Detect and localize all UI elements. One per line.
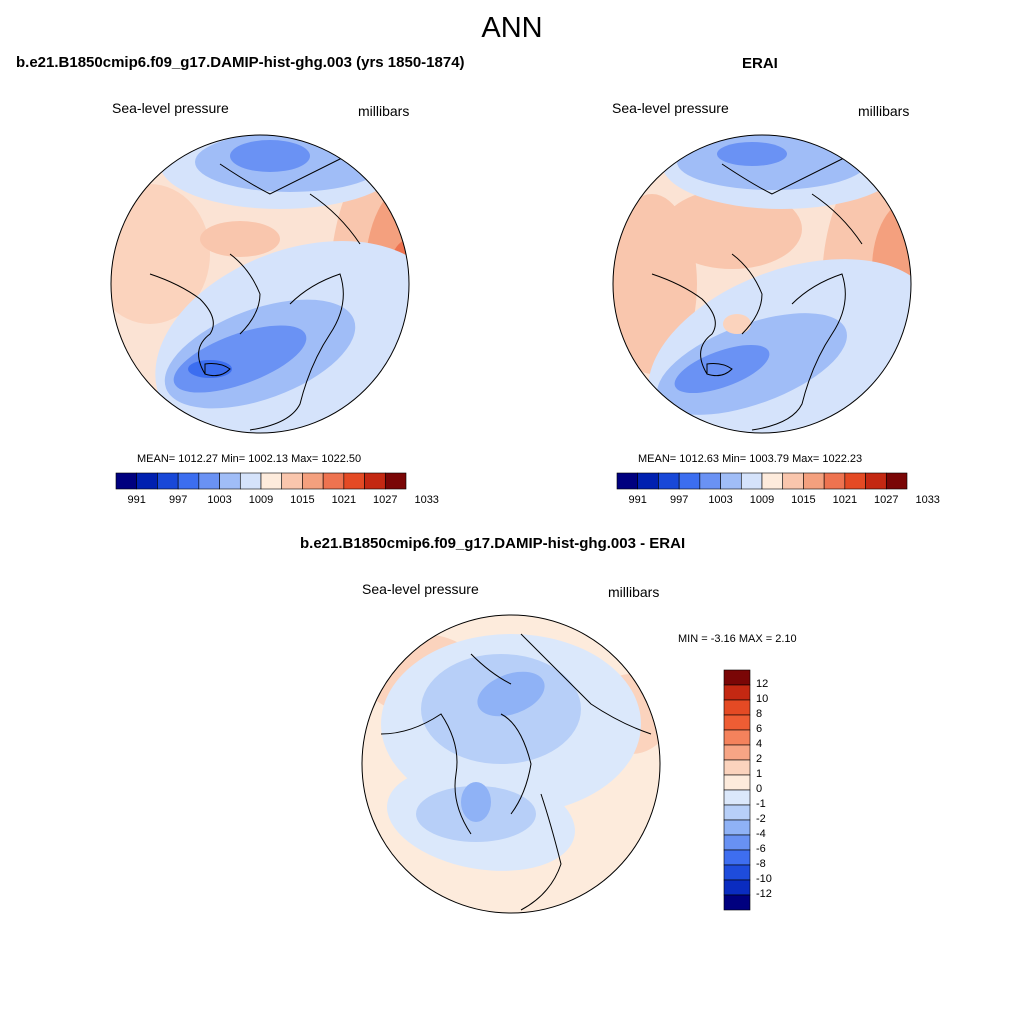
colorbar-swatch [343,472,365,490]
colorbar-tick-label: 1003 [207,494,232,506]
colorbar-swatch [678,472,701,490]
page-title: ANN [481,12,543,44]
colorbar-swatch [723,684,751,701]
panel-3-units-label: millibars [608,584,660,600]
panel-1-stats: MEAN= 1012.27 Min= 1002.13 Max= 1022.50 [137,453,362,465]
colorbar-swatch [699,472,721,490]
colorbar-swatch [803,472,825,490]
colorbar-swatch [302,472,324,490]
colorbar-tick-label: 2 [756,753,763,765]
colorbar-swatch [239,472,262,490]
colorbar-swatch [844,472,866,490]
colorbar-swatch [384,472,407,490]
colorbar-swatch [723,834,751,851]
panel-3-stats: MIN = -3.16 MAX = 2.10 [678,633,797,645]
colorbar-swatch [260,472,283,490]
colorbar-tick-label: 1027 [874,494,899,506]
panel-1-units-label: millibars [358,103,410,119]
colorbar-swatch [723,819,751,836]
colorbar-swatch [658,472,680,490]
colorbar-swatch [761,472,784,490]
colorbar-tick-label: 0 [756,783,763,795]
polar-map-model [110,134,410,434]
colorbar-tick-label: 10 [756,693,769,705]
colorbar-swatch [723,804,751,821]
colorbar-erai [616,472,908,490]
colorbar-difference-ticks: 12 10 8 6 4 2 1 0 -1 -2 -4 -6 -8 -10 -12 [756,670,796,910]
colorbar-tick-label: 1015 [290,494,315,506]
colorbar-tick-label: 8 [756,708,763,720]
colorbar-tick-label: 12 [756,678,769,690]
colorbar-tick-label: 1009 [248,494,274,506]
colorbar-swatch [281,472,303,490]
colorbar-tick-label: -12 [756,888,772,900]
panel-2-variable-label: Sea-level pressure [612,100,729,116]
colorbar-swatch [322,472,345,490]
colorbar-swatch [723,789,751,806]
colorbar-swatch [782,472,804,490]
colorbar-swatch [723,744,751,761]
panel-3-title: b.e21.B1850cmip6.f09_g17.DAMIP-hist-ghg.… [300,535,686,552]
colorbar-swatch [177,472,200,490]
colorbar-swatch [637,472,659,490]
colorbar-tick-label: 1027 [373,494,398,506]
colorbar-swatch [823,472,846,490]
colorbar-tick-label: 1033 [414,494,439,506]
colorbar-swatch [723,669,751,686]
colorbar-swatch [723,714,751,731]
colorbar-tick-label: -8 [756,858,766,870]
colorbar-tick-label: 1 [756,768,763,780]
panel-2-units-label: millibars [858,103,910,119]
colorbar-tick-label: 997 [168,494,188,506]
panel-2-title: ERAI [742,55,778,72]
colorbar-tick-label: 1003 [708,494,733,506]
colorbar-swatch [723,879,751,896]
colorbar-tick-label: 1015 [791,494,816,506]
colorbar-tick-label: 1033 [915,494,940,506]
colorbar-swatch [723,849,751,866]
colorbar-tick-label: 991 [127,494,146,506]
colorbar-tick-label: 1021 [832,494,858,506]
colorbar-tick-label: 997 [669,494,689,506]
colorbar-swatch [136,472,158,490]
colorbar-swatch [723,894,751,911]
colorbar-swatch [198,472,220,490]
colorbar-tick-label: 6 [756,723,763,735]
colorbar-swatch [865,472,887,490]
colorbar-swatch [723,759,751,776]
colorbar-swatch [723,774,751,791]
colorbar-tick-label: 1021 [331,494,357,506]
polar-map-erai [612,134,912,434]
colorbar-tick-label: -6 [756,843,766,855]
colorbar-tick-label: -2 [756,813,766,825]
colorbar-tick-label: -4 [756,828,766,840]
colorbar-tick-label: 991 [628,494,647,506]
colorbar-erai-ticks: 991 997 1003 1009 1015 1021 1027 1033 [617,494,940,508]
colorbar-swatch [157,472,179,490]
colorbar-swatch [723,699,751,716]
colorbar-swatch [885,472,908,490]
colorbar-tick-label: -10 [756,873,772,885]
colorbar-tick-label: 4 [756,738,763,750]
colorbar-tick-label: -1 [756,798,766,810]
panel-1-variable-label: Sea-level pressure [112,100,229,116]
panel-3-variable-label: Sea-level pressure [362,581,479,597]
colorbar-swatch [723,864,751,881]
colorbar-tick-label: 1009 [749,494,775,506]
colorbar-swatch [115,472,138,490]
colorbar-swatch [364,472,386,490]
colorbar-swatch [723,729,751,746]
polar-map-difference [361,614,661,914]
colorbar-swatch [219,472,241,490]
colorbar-swatch [740,472,763,490]
colorbar-swatch [616,472,639,490]
panel-2-stats: MEAN= 1012.63 Min= 1003.79 Max= 1022.23 [638,453,863,465]
colorbar-model [115,472,407,490]
colorbar-difference [723,669,751,911]
panel-1-title: b.e21.B1850cmip6.f09_g17.DAMIP-hist-ghg.… [16,54,465,71]
colorbar-swatch [720,472,742,490]
colorbar-model-ticks: 991 997 1003 1009 1015 1021 1027 1033 [116,494,439,508]
